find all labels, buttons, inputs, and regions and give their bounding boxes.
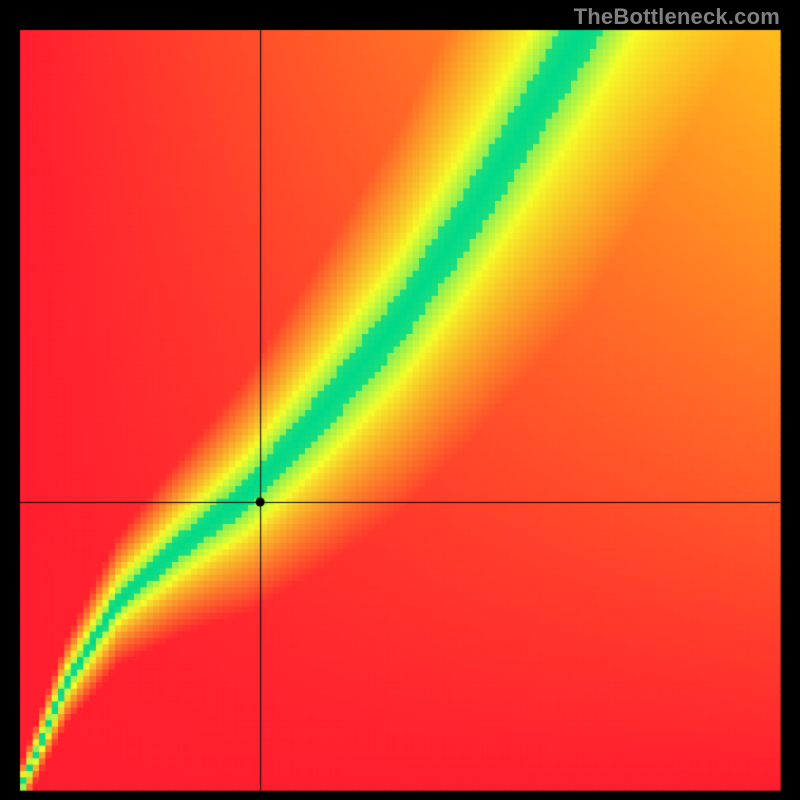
heatmap-canvas bbox=[0, 0, 800, 800]
chart-container: { "watermark_text": "TheBottleneck.com",… bbox=[0, 0, 800, 800]
watermark-text: TheBottleneck.com bbox=[574, 4, 780, 30]
